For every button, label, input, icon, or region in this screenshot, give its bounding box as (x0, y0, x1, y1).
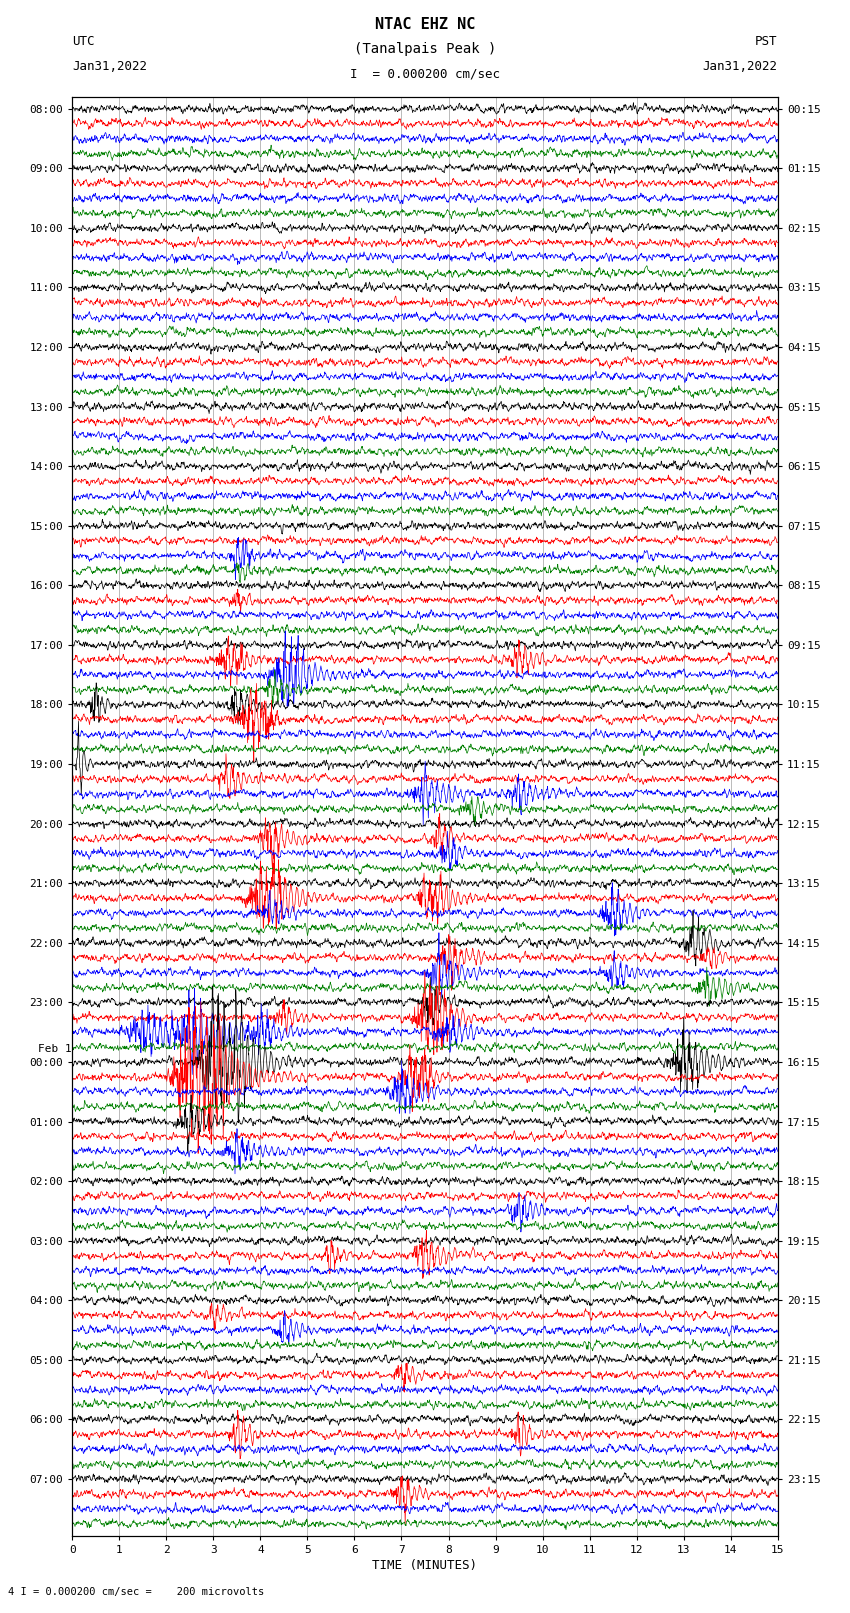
Text: Jan31,2022: Jan31,2022 (72, 60, 147, 73)
Text: Jan31,2022: Jan31,2022 (703, 60, 778, 73)
Text: 4 I = 0.000200 cm/sec =    200 microvolts: 4 I = 0.000200 cm/sec = 200 microvolts (8, 1587, 264, 1597)
Text: (Tanalpais Peak ): (Tanalpais Peak ) (354, 42, 496, 56)
Text: Feb 1: Feb 1 (38, 1045, 72, 1055)
Text: I  = 0.000200 cm/sec: I = 0.000200 cm/sec (350, 68, 500, 81)
Text: UTC: UTC (72, 35, 94, 48)
Text: PST: PST (756, 35, 778, 48)
Text: NTAC EHZ NC: NTAC EHZ NC (375, 18, 475, 32)
X-axis label: TIME (MINUTES): TIME (MINUTES) (372, 1558, 478, 1571)
